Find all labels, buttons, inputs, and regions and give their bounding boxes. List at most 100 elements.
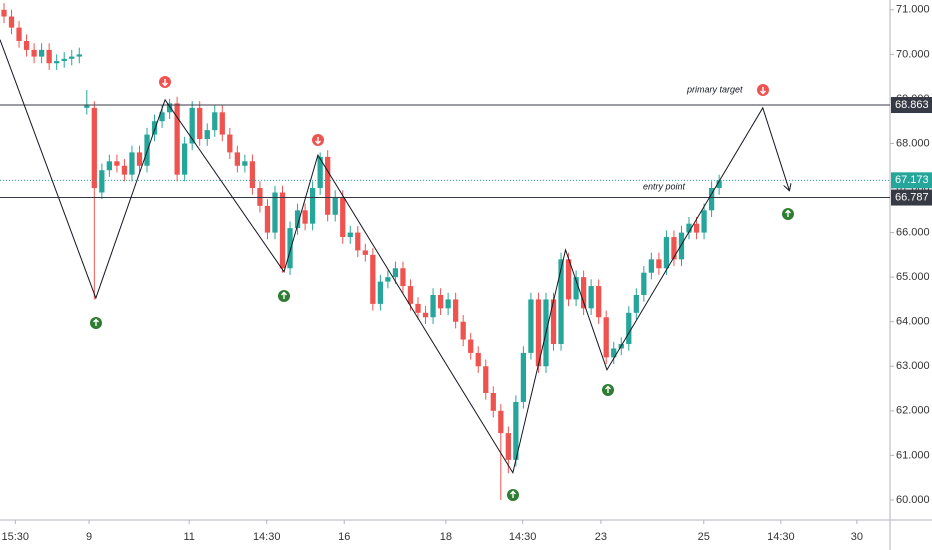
candle-body — [588, 286, 594, 309]
candle-body — [648, 259, 655, 273]
candle-body — [475, 352, 481, 367]
candle-body — [129, 152, 135, 175]
candle-body — [1, 9, 7, 17]
candle-body — [708, 188, 715, 211]
annotation: primary target — [686, 84, 743, 94]
candle-body — [377, 281, 384, 304]
candle-body — [580, 277, 587, 309]
x-tick-label: 14:30 — [253, 531, 281, 543]
y-tick-label: 64.000 — [896, 316, 930, 328]
candle-body — [159, 112, 165, 122]
candle-body — [535, 299, 542, 367]
candle-body — [121, 165, 128, 175]
candle-body — [227, 134, 233, 153]
candle-body — [106, 161, 113, 171]
candle-body — [453, 299, 459, 322]
candle-body — [490, 393, 496, 411]
candle-body — [84, 105, 90, 108]
x-tick-label: 16 — [338, 531, 350, 543]
candle-body — [242, 161, 248, 166]
candle-body — [61, 58, 67, 62]
candle-body — [317, 156, 323, 189]
candle-body — [249, 161, 256, 189]
candle-body — [445, 299, 451, 309]
candle-body — [340, 196, 346, 238]
candle-body — [182, 143, 188, 175]
candle-body — [189, 107, 195, 144]
candle-body — [234, 152, 240, 166]
candle-body — [460, 321, 466, 340]
candle-body — [264, 205, 271, 233]
candle-body — [16, 27, 22, 41]
candle-body — [99, 170, 105, 193]
x-tick-label: 11 — [183, 531, 194, 543]
candle-body — [468, 339, 474, 353]
candle-body — [166, 103, 173, 113]
candle-body — [663, 237, 670, 269]
candle-body — [671, 237, 677, 260]
y-tick-label: 71.000 — [896, 4, 930, 16]
candle-body — [430, 294, 436, 318]
candle-body — [272, 192, 278, 233]
candle-body — [347, 232, 353, 238]
candle-body — [528, 299, 534, 353]
x-tick-label: 14:30 — [509, 531, 537, 543]
candle-body — [151, 121, 158, 135]
candle-body — [550, 299, 557, 344]
x-tick-label: 18 — [440, 531, 452, 543]
candle-body — [54, 61, 60, 64]
x-tick-label: 25 — [698, 531, 710, 543]
candle-body — [204, 130, 210, 140]
price-label-box — [891, 172, 932, 189]
x-tick-label: 23 — [595, 531, 607, 543]
candle-body — [498, 410, 504, 434]
y-tick-label: 60.000 — [896, 494, 930, 506]
price-label: 67.173 — [895, 174, 929, 186]
price-label: 68.863 — [895, 99, 929, 111]
candle-body — [596, 286, 602, 318]
candle-body — [422, 312, 429, 318]
candle-body — [437, 294, 444, 309]
price-label: 66.787 — [895, 191, 929, 203]
candle-body — [287, 228, 293, 269]
candle-body — [558, 259, 564, 344]
signal-icons — [90, 76, 794, 501]
candle-body — [520, 352, 527, 402]
price-label-box — [891, 189, 932, 206]
candle-body — [362, 250, 368, 255]
candle-body — [136, 152, 143, 166]
y-tick-label: 65.000 — [896, 271, 930, 283]
candle-body — [603, 317, 609, 358]
candle-body — [23, 40, 30, 50]
candle-body — [656, 259, 662, 269]
candle-body — [385, 277, 391, 282]
candle-body — [701, 210, 707, 233]
candle-body — [174, 103, 180, 175]
candle-body — [294, 210, 301, 229]
y-tick-label: 62.000 — [896, 405, 930, 417]
candle-body — [611, 348, 617, 358]
candle-body — [257, 188, 263, 206]
candle-body — [686, 223, 692, 233]
candle-body — [626, 312, 632, 344]
candle-body — [219, 112, 225, 135]
candle-body — [407, 286, 414, 304]
x-tick-label: 15:30 — [2, 531, 30, 543]
candle-body — [565, 259, 572, 300]
candle-body — [38, 49, 45, 57]
candle-body — [309, 188, 316, 224]
price-label-box — [891, 97, 932, 114]
candle-body — [415, 303, 421, 313]
y-tick-label: 66.000 — [896, 227, 930, 239]
candle-body — [69, 56, 75, 59]
x-tick-label: 30 — [851, 531, 863, 543]
y-tick-label: 68.000 — [896, 137, 930, 149]
candle-body — [302, 210, 308, 224]
candle-body — [76, 54, 82, 57]
candle-body — [513, 401, 519, 460]
candle-body — [573, 277, 579, 300]
y-tick-label: 63.000 — [896, 360, 930, 372]
candle-body — [114, 161, 120, 166]
candle-body — [197, 107, 203, 140]
candle-body — [400, 268, 406, 287]
